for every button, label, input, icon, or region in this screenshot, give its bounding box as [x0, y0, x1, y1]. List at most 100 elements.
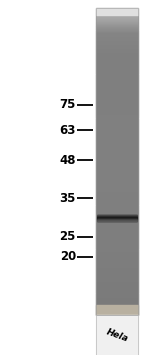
Bar [96, 198, 138, 200]
Bar [96, 18, 138, 19]
Bar [96, 204, 138, 206]
Bar [96, 24, 138, 26]
Bar [96, 91, 138, 92]
Bar [96, 179, 138, 180]
Bar [96, 88, 138, 89]
Bar [96, 158, 138, 159]
Bar [96, 162, 138, 163]
Bar [96, 157, 138, 158]
Bar [96, 234, 138, 235]
Bar [96, 173, 138, 174]
Bar [96, 87, 138, 88]
Bar [96, 126, 138, 127]
Bar [96, 211, 138, 212]
Bar [96, 120, 138, 121]
Bar [96, 159, 138, 160]
Bar [96, 99, 138, 100]
Bar [96, 177, 138, 178]
Bar [96, 127, 138, 128]
Bar [96, 37, 138, 38]
Bar [96, 312, 138, 313]
Bar [96, 221, 138, 222]
Bar [96, 267, 138, 268]
Bar [96, 27, 138, 28]
Bar [96, 195, 138, 196]
Bar [96, 276, 138, 277]
Bar [96, 31, 138, 32]
Bar [96, 230, 138, 231]
Bar [96, 266, 138, 267]
Bar [96, 67, 138, 69]
Bar [96, 184, 138, 185]
Bar [96, 291, 138, 293]
Bar [96, 193, 138, 194]
Bar [96, 26, 138, 27]
Bar [96, 45, 138, 46]
Bar [96, 10, 138, 11]
Bar [96, 52, 138, 53]
Bar [96, 21, 138, 22]
Bar [96, 57, 138, 58]
Bar [96, 146, 138, 147]
Bar [96, 97, 138, 98]
Bar [96, 181, 138, 182]
Bar [96, 220, 138, 221]
Bar [96, 83, 138, 84]
Bar [96, 73, 138, 75]
Text: 63: 63 [60, 124, 76, 137]
Bar [96, 32, 138, 33]
Bar [96, 309, 138, 310]
Bar [96, 64, 138, 65]
Bar [96, 228, 138, 229]
Bar [96, 223, 138, 224]
Bar [96, 116, 138, 118]
Bar [96, 59, 138, 60]
Bar [96, 102, 138, 103]
Bar [96, 272, 138, 273]
Bar [96, 44, 138, 45]
Bar [96, 206, 138, 207]
Bar [96, 237, 138, 238]
Bar [96, 222, 138, 223]
Bar [96, 303, 138, 304]
Bar [96, 101, 138, 102]
Bar [96, 229, 138, 230]
Bar [96, 65, 138, 66]
Bar [96, 287, 138, 288]
Bar [96, 34, 138, 36]
Bar [96, 80, 138, 81]
Bar [96, 150, 138, 151]
Bar [96, 241, 138, 242]
Bar [96, 288, 138, 289]
Bar [96, 110, 138, 111]
Bar [96, 201, 138, 202]
Bar [96, 200, 138, 201]
Bar [96, 185, 138, 186]
Bar [96, 103, 138, 104]
Bar [96, 86, 138, 87]
Bar [96, 93, 138, 94]
Bar [96, 43, 138, 44]
Bar [96, 308, 138, 309]
Bar [96, 115, 138, 116]
Bar [96, 289, 138, 290]
Bar [96, 163, 138, 164]
Bar [96, 217, 138, 218]
Bar [96, 269, 138, 270]
Bar [96, 235, 138, 236]
Bar [96, 188, 138, 189]
Bar [96, 105, 138, 106]
Bar [96, 134, 138, 135]
Bar [96, 252, 138, 253]
Bar [96, 293, 138, 294]
Bar [96, 296, 138, 297]
Bar [96, 284, 138, 285]
Bar [96, 215, 138, 216]
Bar [96, 142, 138, 143]
Bar [96, 85, 138, 86]
Bar [96, 286, 138, 287]
Bar [96, 262, 138, 263]
Bar [96, 281, 138, 282]
Bar [96, 203, 138, 204]
Bar [96, 212, 138, 213]
